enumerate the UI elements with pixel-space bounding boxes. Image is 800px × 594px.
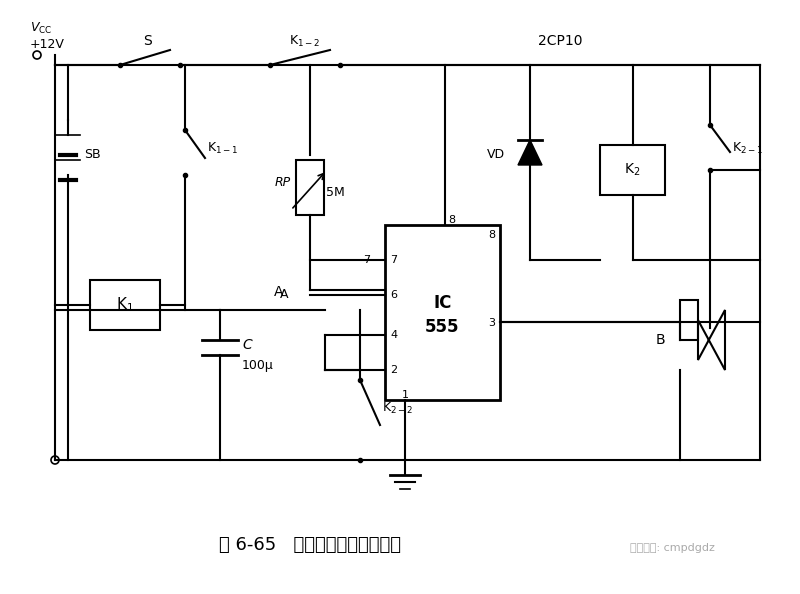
- Text: 2CP10: 2CP10: [538, 34, 582, 48]
- Bar: [680, 300, 698, 340]
- Text: A: A: [274, 285, 283, 299]
- Text: 100μ: 100μ: [242, 359, 274, 371]
- Text: SB: SB: [84, 148, 101, 162]
- Bar: [296, 160, 324, 215]
- Text: K$_1$: K$_1$: [116, 296, 134, 314]
- Text: VD: VD: [487, 148, 505, 162]
- Polygon shape: [518, 140, 542, 165]
- Text: 2: 2: [390, 365, 397, 375]
- Bar: [600, 145, 665, 195]
- Text: K$_{1-1}$: K$_{1-1}$: [207, 140, 238, 156]
- Text: 图 6-65   汽车防盗报警器电路图: 图 6-65 汽车防盗报警器电路图: [219, 536, 401, 554]
- Text: C: C: [242, 338, 252, 352]
- Text: 7: 7: [390, 255, 397, 265]
- Text: 8: 8: [488, 230, 495, 240]
- Text: IC: IC: [434, 293, 452, 311]
- Bar: [385, 225, 500, 400]
- Text: 4: 4: [390, 330, 397, 340]
- Text: $V_{\rm CC}$: $V_{\rm CC}$: [30, 20, 52, 36]
- Text: 555: 555: [426, 318, 460, 336]
- Text: 微信公号: cmpdgdz: 微信公号: cmpdgdz: [630, 543, 715, 553]
- Text: K$_{2-2}$: K$_{2-2}$: [382, 400, 414, 416]
- Text: 7: 7: [363, 255, 370, 265]
- Text: 5M: 5M: [326, 186, 345, 199]
- Text: B: B: [655, 333, 665, 347]
- Text: 8: 8: [448, 215, 455, 225]
- Text: 1: 1: [402, 390, 409, 400]
- Bar: [90, 280, 160, 330]
- Text: K$_2$: K$_2$: [624, 162, 641, 178]
- Text: RP: RP: [275, 176, 291, 189]
- Text: +12V: +12V: [30, 39, 65, 52]
- Text: A: A: [279, 289, 288, 302]
- Text: 6: 6: [390, 290, 397, 300]
- Text: K$_{1-2}$: K$_{1-2}$: [290, 34, 321, 49]
- Text: K$_{2-1}$: K$_{2-1}$: [732, 140, 763, 156]
- Text: 3: 3: [488, 318, 495, 327]
- Text: S: S: [144, 34, 152, 48]
